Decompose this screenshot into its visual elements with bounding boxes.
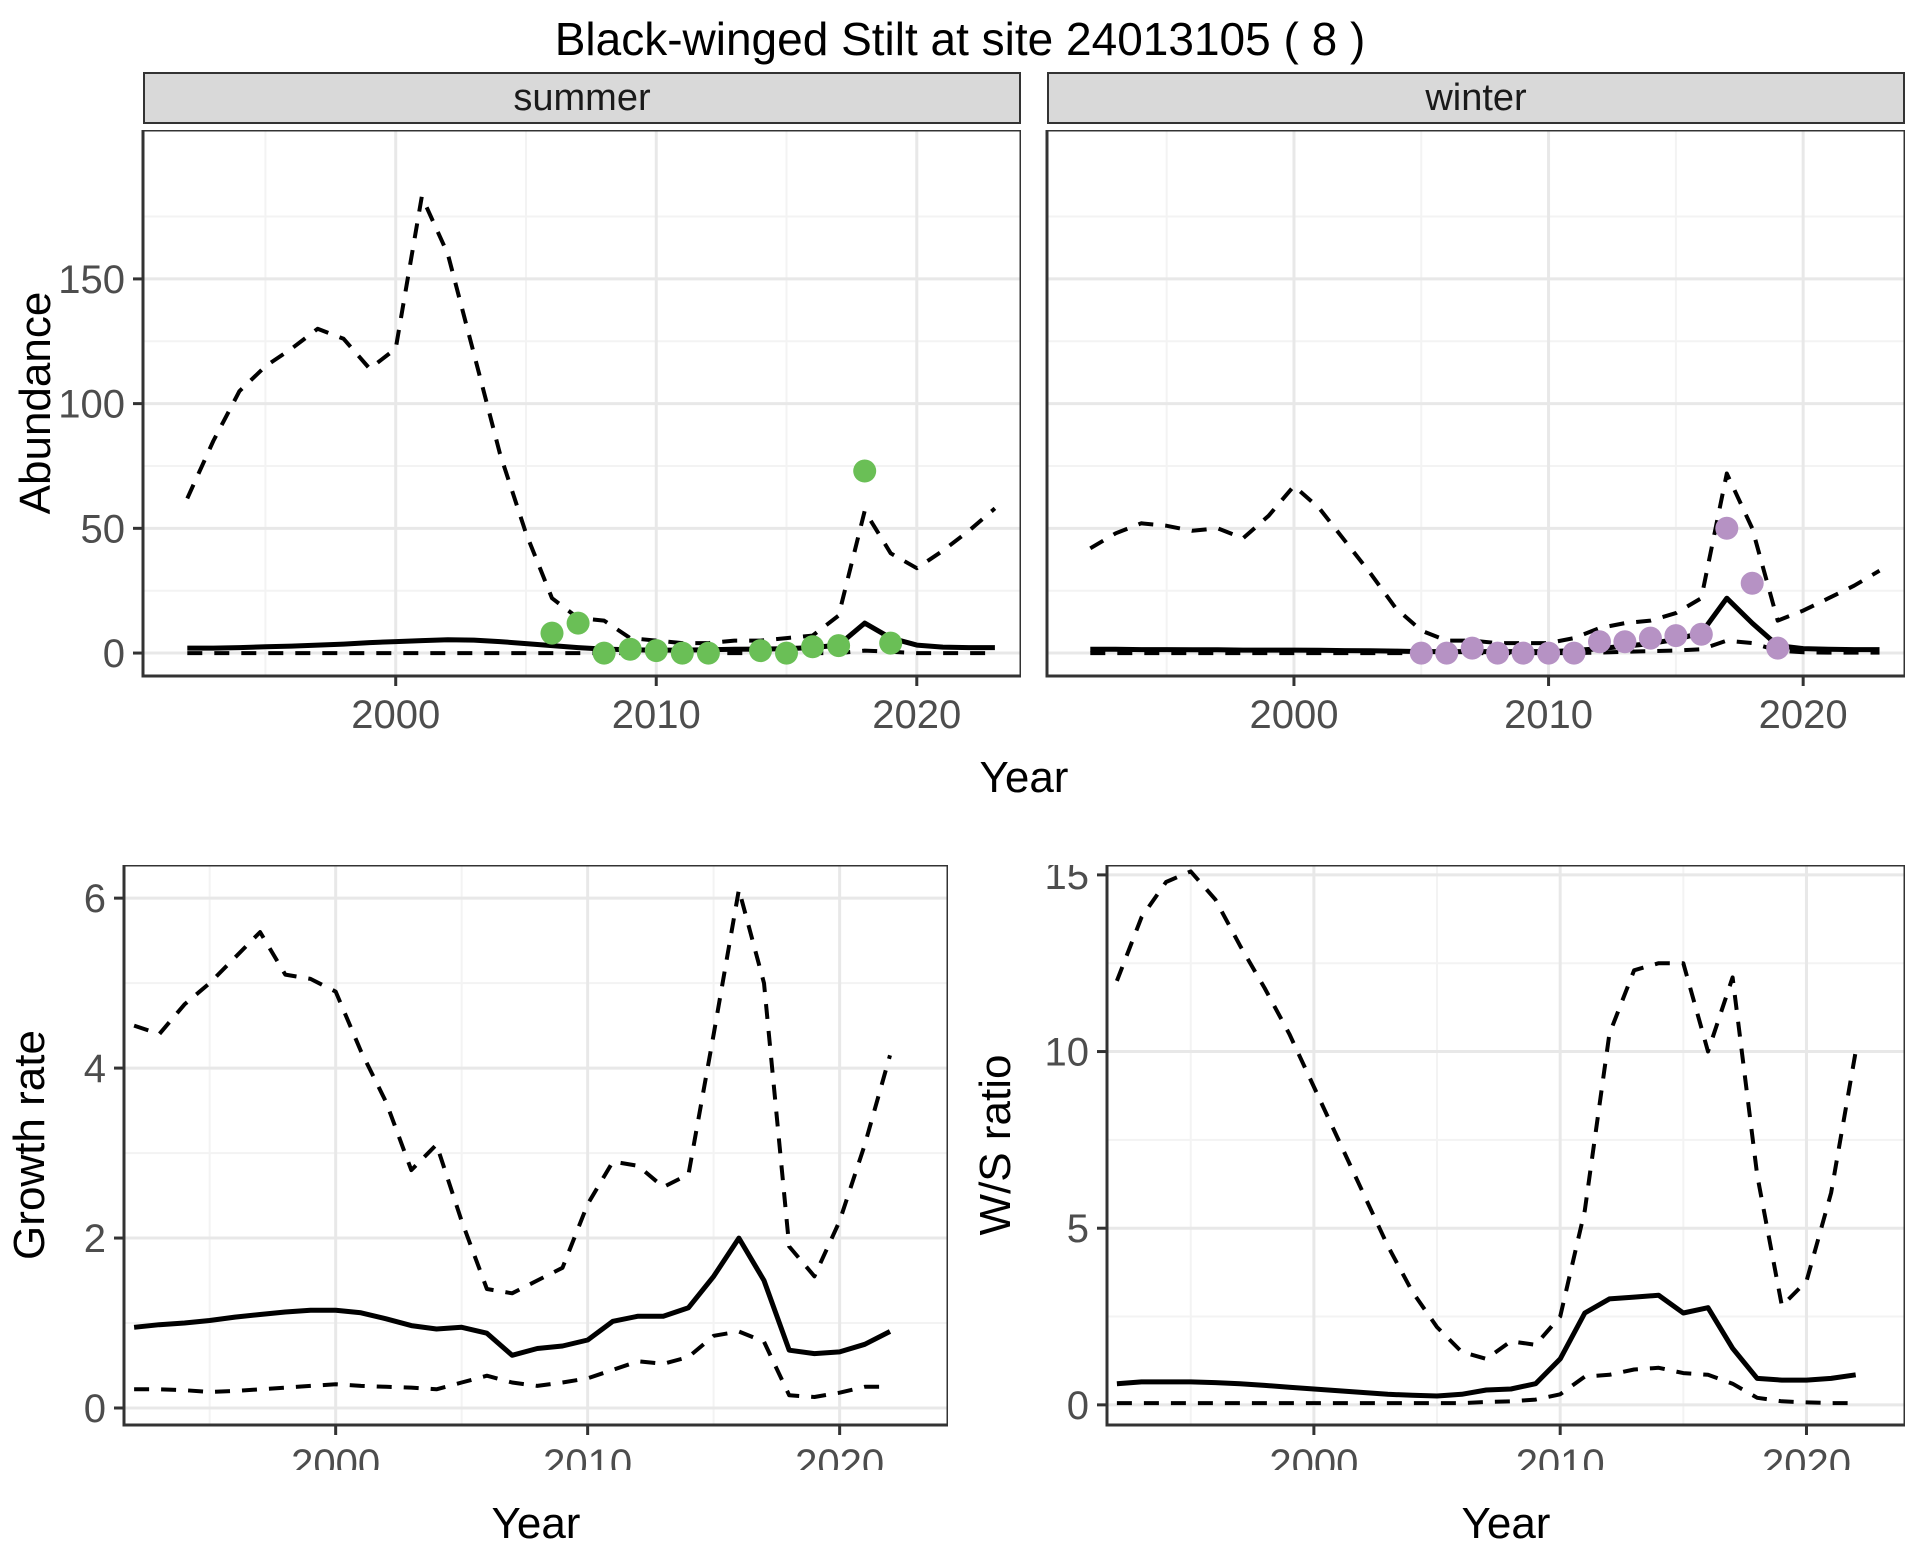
x-tick-label: 2020 xyxy=(1759,693,1848,734)
abundance-winter-observed-point xyxy=(1638,626,1662,650)
growth-rate-svg: 2000 2010 2020 0 2 4 6 xyxy=(84,865,948,1470)
abundance-summer-observed-point xyxy=(853,459,877,483)
x-axis-title-top: Year xyxy=(979,753,1069,802)
abundance-winter-svg: 2000 2010 2020 xyxy=(1045,130,1905,734)
ws-ratio-svg: 2000 2010 2020 0 5 10 15 xyxy=(1045,865,1905,1470)
y-tick-label: 4 xyxy=(84,1047,106,1091)
abundance-winter-upper-ci-line xyxy=(1089,471,1881,646)
y-axis-title-ws-ratio: W/S ratio xyxy=(971,1054,1020,1236)
abundance-winter-observed-point xyxy=(1689,622,1713,646)
x-tick-label: 2010 xyxy=(1516,1442,1605,1470)
panel-ws-ratio: 2000 2010 2020 0 5 10 15 xyxy=(1018,865,1905,1470)
abundance-summer-observed-point xyxy=(540,621,564,645)
abundance-summer-svg: 2000 2010 2020 0 50 100 150 xyxy=(58,130,1021,734)
x-tick-label: 2000 xyxy=(1269,1442,1358,1470)
abundance-winter-observed-point xyxy=(1409,641,1433,665)
y-tick-label: 50 xyxy=(81,507,126,551)
facet-strip-summer: summer xyxy=(143,72,1021,124)
abundance-summer-observed-point xyxy=(801,635,825,659)
y-tick-label: 10 xyxy=(1045,1031,1090,1075)
x-tick-label: 2000 xyxy=(291,1442,380,1470)
x-tick-label: 2010 xyxy=(543,1442,632,1470)
abundance-winter-observed-point xyxy=(1715,516,1739,540)
abundance-winter-observed-point xyxy=(1740,571,1764,595)
y-tick-label: 5 xyxy=(1067,1207,1089,1251)
ws-ratio-upper-ci-line xyxy=(1115,869,1858,1361)
abundance-summer-observed-point xyxy=(749,639,772,663)
y-tick-label: 6 xyxy=(84,877,106,921)
abundance-summer-observed-point xyxy=(592,641,616,665)
ws-ratio-median-line xyxy=(1116,1292,1857,1399)
abundance-summer-observed-point xyxy=(696,641,720,665)
x-tick-label: 2010 xyxy=(612,693,701,734)
x-axis-title-growth: Year xyxy=(491,1499,581,1548)
panel-abundance-summer: 2000 2010 2020 0 50 100 150 xyxy=(55,130,1021,734)
y-tick-label: 0 xyxy=(84,1387,106,1431)
growth-rate-median-line xyxy=(133,1235,892,1358)
abundance-winter-observed-point xyxy=(1486,641,1510,665)
abundance-winter-observed-point xyxy=(1460,636,1484,660)
ws-ratio-lower-ci-line xyxy=(1116,1365,1856,1406)
abundance-winter-observed-point xyxy=(1588,630,1611,654)
x-axis-title-ws: Year xyxy=(1461,1499,1551,1548)
y-tick-label: 2 xyxy=(84,1217,106,1261)
x-tick-label: 2020 xyxy=(872,693,961,734)
facet-strip-summer-label: summer xyxy=(513,76,651,119)
y-tick-label: 0 xyxy=(1067,1384,1089,1428)
panel-border xyxy=(1045,130,1905,678)
abundance-summer-observed-point xyxy=(827,634,851,658)
plot-background xyxy=(1107,865,1905,1425)
abundance-winter-observed-point xyxy=(1766,636,1790,660)
abundance-winter-lower-ci-line xyxy=(1090,638,1880,656)
panel-border xyxy=(1105,865,1905,1427)
panel-border xyxy=(122,865,948,1427)
abundance-winter-median-line xyxy=(1090,595,1880,655)
facet-strip-winter-label: winter xyxy=(1425,76,1527,119)
y-tick-label: 0 xyxy=(103,632,125,676)
y-tick-label: 100 xyxy=(58,383,125,427)
x-tick-label: 2020 xyxy=(795,1442,884,1470)
abundance-winter-observed-point xyxy=(1511,641,1535,665)
x-tick-label: 2000 xyxy=(1249,693,1338,734)
abundance-summer-observed-point xyxy=(879,631,903,655)
abundance-summer-observed-point xyxy=(644,639,668,663)
abundance-summer-observed-point xyxy=(775,641,798,665)
abundance-winter-observed-point xyxy=(1537,641,1561,665)
abundance-winter-observed-point xyxy=(1435,641,1459,665)
panel-abundance-winter: 2000 2010 2020 xyxy=(1040,130,1905,734)
y-tick-label: 15 xyxy=(1045,865,1090,898)
y-tick-label: 150 xyxy=(58,258,125,302)
x-tick-label: 2000 xyxy=(351,693,440,734)
abundance-winter-observed-point xyxy=(1562,641,1586,665)
abundance-winter-observed-point xyxy=(1613,630,1637,654)
abundance-summer-observed-point xyxy=(618,637,642,661)
facet-strip-winter: winter xyxy=(1047,72,1905,124)
growth-rate-upper-ci-line xyxy=(133,887,892,1296)
growth-rate-lower-ci-line xyxy=(134,1329,890,1399)
x-tick-label: 2010 xyxy=(1504,693,1593,734)
figure-title: Black-winged Stilt at site 24013105 ( 8 … xyxy=(554,13,1366,65)
abundance-summer-median-line xyxy=(187,620,995,653)
panel-growth-rate: 2000 2010 2020 0 2 4 6 xyxy=(36,865,948,1470)
abundance-summer-observed-point xyxy=(566,611,590,635)
abundance-summer-upper-ci-line xyxy=(185,194,997,646)
abundance-winter-observed-point xyxy=(1664,624,1688,648)
x-tick-label: 2020 xyxy=(1762,1442,1851,1470)
y-axis-title-abundance: Abundance xyxy=(11,291,60,515)
plot-background xyxy=(124,865,948,1425)
abundance-summer-observed-point xyxy=(670,641,694,665)
